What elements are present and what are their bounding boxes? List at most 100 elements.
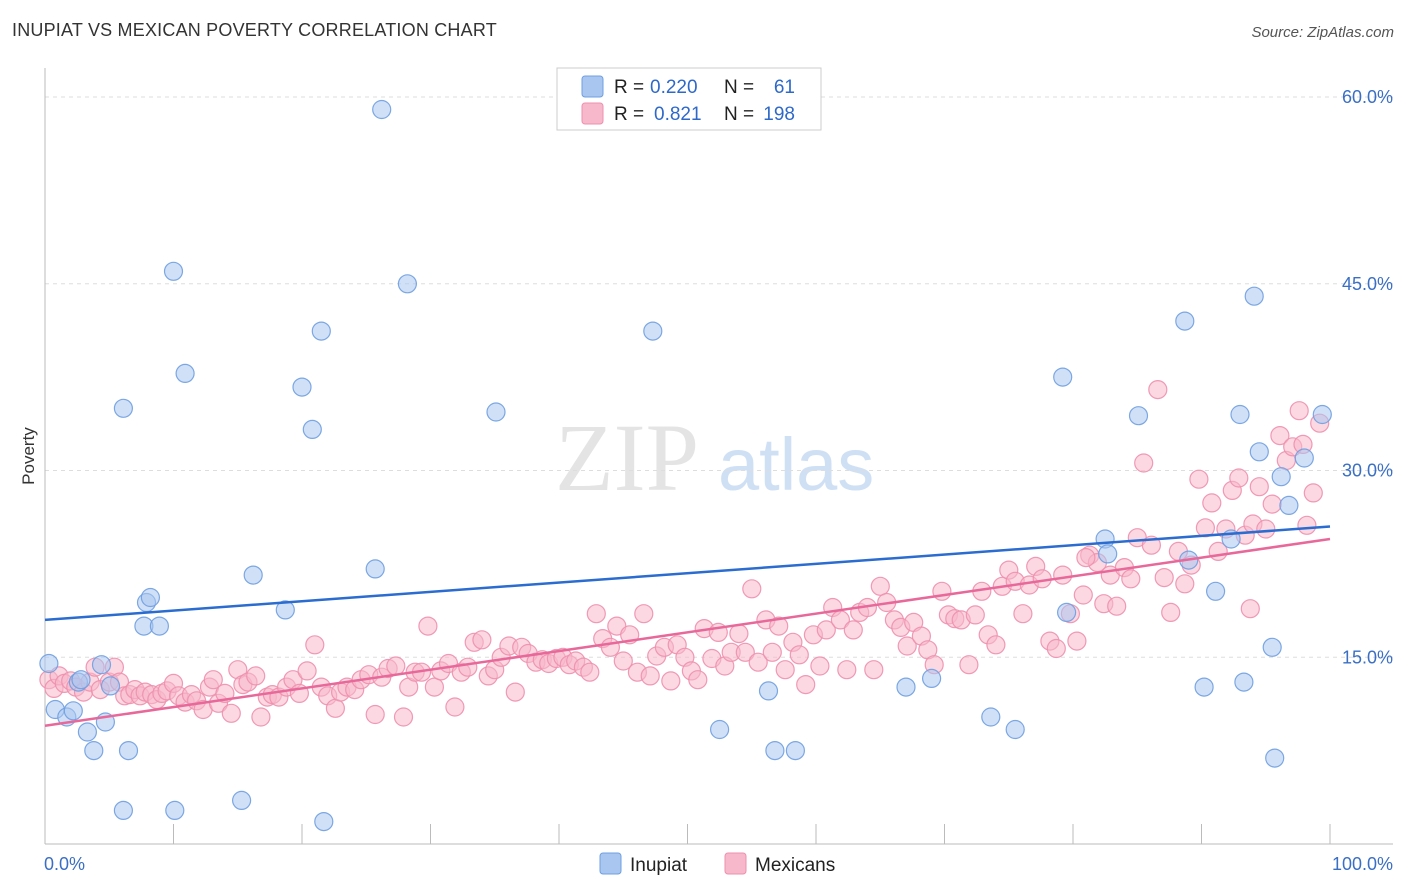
point-inupiat-16 [149,616,169,636]
point-mexicans-133 [897,636,917,656]
point-mexicans-121 [816,620,836,640]
point-inupiat-52 [1244,286,1264,306]
point-mexicans-70 [472,630,492,650]
trend-lines [44,525,1331,727]
point-mexicans-114 [769,616,789,636]
point-mexicans-124 [837,660,857,680]
point-inupiat-20 [232,790,252,811]
point-inupiat-10 [113,398,134,418]
point-mexicans-87 [586,604,606,624]
point-mexicans-187 [1262,494,1282,514]
point-inupiat-53 [1249,442,1269,462]
point-inupiat-59 [1312,404,1332,425]
point-inupiat-48 [1205,581,1226,601]
point-mexicans-113 [762,642,782,662]
point-mexicans-142 [959,655,979,675]
data-points [39,99,1332,832]
point-mexicans-185 [1249,477,1269,497]
point-mexicans-120 [810,656,830,676]
point-mexicans-63 [424,677,444,697]
point-mexicans-164 [1107,596,1127,616]
point-mexicans-118 [796,674,816,695]
point-mexicans-89 [600,637,621,657]
point-inupiat-38 [981,707,1001,727]
point-mexicans-168 [1134,453,1154,473]
point-inupiat-47 [1194,677,1214,697]
legend-n-label-mexicans: N = [724,104,754,125]
point-mexicans-48 [325,698,345,718]
point-mexicans-170 [1148,380,1168,400]
legend-n-value-mexicans: 198 [763,104,795,125]
point-inupiat-18 [165,800,185,821]
chart-source: Source: ZipAtlas.com [1251,24,1394,41]
x-tick-label-min: 0.0% [44,854,85,874]
point-mexicans-66 [445,697,465,717]
point-inupiat-0 [39,653,59,674]
point-mexicans-125 [843,620,863,640]
point-inupiat-51 [1234,672,1254,692]
point-mexicans-94 [634,604,654,624]
point-inupiat-54 [1262,637,1282,657]
point-inupiat-43 [1098,544,1118,564]
y-axis-tick-labels: 15.0% 30.0% 45.0% 60.0% [1342,87,1393,667]
point-mexicans-158 [1067,631,1087,651]
y-tick-label-15: 15.0% [1342,647,1393,667]
y-tick-label-45: 45.0% [1342,274,1393,294]
point-mexicans-143 [965,605,985,625]
point-mexicans-102 [688,670,708,690]
point-inupiat-29 [397,274,417,294]
point-mexicans-111 [748,652,768,672]
point-mexicans-29 [203,670,223,690]
point-mexicans-159 [1073,585,1093,605]
point-inupiat-30 [486,402,506,422]
point-inupiat-58 [1294,448,1314,468]
point-inupiat-6 [84,740,104,761]
point-mexicans-155 [1046,638,1066,659]
point-inupiat-45 [1175,311,1195,331]
point-mexicans-166 [1121,569,1141,589]
point-mexicans-186 [1256,519,1276,539]
legend-n-label-inupiat: N = [724,77,754,98]
legend-r-value-mexicans: 0.821 [654,104,702,125]
legend-r-label-inupiat: R = [614,77,644,98]
y-axis-label: Poverty [19,427,38,485]
point-inupiat-35 [785,740,806,761]
point-mexicans-178 [1202,493,1222,513]
point-mexicans-174 [1175,574,1195,594]
series-legend-label-inupiat: Inupiat [630,855,688,876]
watermark: ZIP atlas [555,404,874,511]
point-mexicans-68 [458,657,478,677]
legend-swatch-inupiat [581,75,604,98]
point-mexicans-54 [365,704,385,725]
point-mexicans-150 [1013,604,1033,624]
point-mexicans-62 [418,616,438,636]
point-inupiat-7 [91,655,112,675]
point-mexicans-188 [1270,426,1290,446]
point-inupiat-12 [113,800,134,821]
point-inupiat-25 [311,321,331,341]
point-mexicans-91 [613,651,633,671]
point-inupiat-22 [275,600,295,620]
y-tick-label-60: 60.0% [1342,87,1393,107]
point-mexicans-156 [1053,565,1073,585]
point-mexicans-95 [640,666,660,686]
point-inupiat-44 [1128,406,1149,426]
point-mexicans-146 [986,635,1006,655]
point-mexicans-45 [305,635,325,655]
point-mexicans-182 [1229,468,1249,488]
legend-r-value-inupiat: 0.220 [650,77,698,98]
legend-n-value-inupiat: 61 [774,77,795,98]
point-inupiat-39 [1005,719,1025,740]
point-mexicans-195 [1240,599,1260,619]
point-inupiat-50 [1230,404,1250,425]
point-mexicans-172 [1161,602,1181,623]
point-inupiat-37 [921,668,942,689]
point-inupiat-40 [1053,367,1073,387]
point-mexicans-75 [505,682,525,702]
point-inupiat-21 [243,565,263,585]
point-inupiat-11 [118,740,139,761]
point-mexicans-108 [729,623,749,644]
point-inupiat-27 [365,559,385,579]
point-mexicans-115 [775,660,795,680]
point-mexicans-36 [246,666,266,686]
